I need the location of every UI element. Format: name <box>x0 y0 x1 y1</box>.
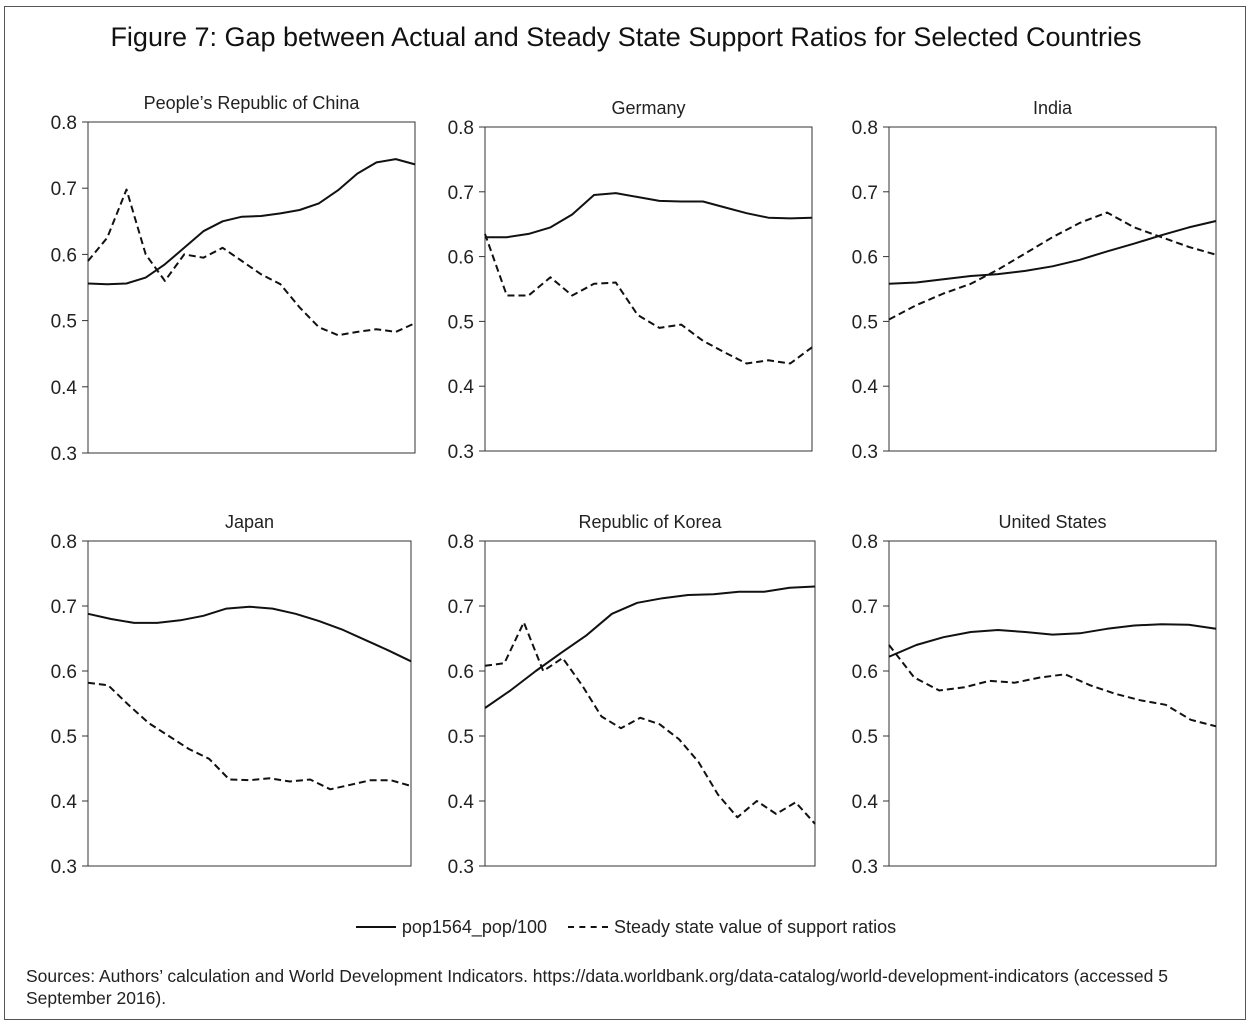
y-tick-label: 0.8 <box>448 118 474 139</box>
y-tick-label: 0.4 <box>852 377 879 398</box>
y-tick-label: 0.8 <box>448 532 474 553</box>
y-tick-label: 0.6 <box>51 662 77 683</box>
y-tick-label: 0.6 <box>852 248 878 269</box>
plot-frame <box>87 121 416 454</box>
y-tick-label: 0.6 <box>51 245 77 266</box>
figure-frame <box>4 6 1246 1020</box>
legend-label-actual: pop1564_pop/100 <box>401 916 547 937</box>
series-line-steady-state <box>87 188 416 337</box>
y-tick-label: 0.3 <box>852 857 878 878</box>
y-tick-label: 0.7 <box>852 183 878 204</box>
y-tick-label: 0.8 <box>852 532 878 553</box>
legend-solid-line-icon <box>355 926 396 928</box>
y-tick-label: 0.3 <box>852 442 878 463</box>
series-line-actual <box>485 192 813 239</box>
chart-panel-2: Germany 0.8 0.7 0.6 0.5 0.4 0.3 <box>448 98 813 463</box>
figure-title: Figure 7: Gap between Actual and Steady … <box>110 22 1142 52</box>
series-line-steady-state <box>888 644 1217 728</box>
legend-item-steady: Steady state value of support ratios <box>568 917 896 938</box>
y-tick-label: 0.5 <box>448 727 474 748</box>
chart-title: Japan <box>225 512 274 532</box>
y-tick-label: 0.6 <box>448 248 474 269</box>
series-line-actual <box>888 623 1217 658</box>
plot-frame <box>888 126 1217 452</box>
y-tick-label: 0.8 <box>852 118 878 139</box>
y-tick-label: 0.7 <box>51 597 77 618</box>
y-tick-label: 0.6 <box>852 662 878 683</box>
y-tick-label: 0.5 <box>51 727 77 748</box>
y-tick-label: 0.3 <box>448 857 474 878</box>
series-line-steady-state <box>484 621 816 825</box>
series-line-steady-state <box>888 211 1217 321</box>
y-tick-label: 0.7 <box>51 179 77 200</box>
plot-frame <box>484 126 813 452</box>
plot-frame <box>484 540 816 867</box>
chart-panel-1: People’s Republic of China 0.8 0.7 0.6 0.5 0.… <box>51 93 416 465</box>
y-tick-label: 0.4 <box>448 377 475 398</box>
y-tick-label: 0.8 <box>51 113 77 134</box>
y-tick-label: 0.5 <box>852 727 878 748</box>
chart-title: India <box>1033 98 1073 118</box>
legend-label-steady: Steady state value of support ratios <box>614 916 897 937</box>
y-tick-label: 0.4 <box>448 792 475 813</box>
chart-panel-5: Republic of Korea 0.8 0.7 0.6 0.5 0.4 0.3 <box>448 512 816 878</box>
series-line-actual <box>484 585 816 709</box>
y-tick-label: 0.5 <box>51 312 77 333</box>
chart-title: Germany <box>611 98 685 118</box>
y-tick-label: 0.3 <box>448 442 474 463</box>
plot-frame <box>888 540 1217 867</box>
series-line-actual <box>87 158 416 286</box>
y-tick-label: 0.4 <box>51 792 78 813</box>
y-tick-label: 0.5 <box>448 312 474 333</box>
series-line-actual <box>87 605 412 663</box>
y-tick-label: 0.5 <box>852 312 878 333</box>
y-tick-label: 0.3 <box>51 444 77 465</box>
legend-item-actual: pop1564_pop/100 <box>355 916 547 938</box>
y-tick-label: 0.7 <box>852 597 878 618</box>
series-line-actual <box>888 220 1217 285</box>
chart-panel-6: United States 0.8 0.7 0.6 0.5 0.4 0.3 <box>852 512 1217 878</box>
chart-panel-3: India 0.8 0.7 0.6 0.5 0.4 0.3 <box>852 98 1217 463</box>
series-line-steady-state <box>87 681 412 791</box>
y-tick-label: 0.7 <box>448 183 474 204</box>
chart-title: United States <box>998 512 1106 532</box>
chart-title: People’s Republic of China <box>144 93 361 113</box>
series-line-steady-state <box>484 233 813 365</box>
y-tick-label: 0.3 <box>51 857 77 878</box>
sources-note: Sources: Authors’ calculation and World … <box>26 966 1168 1008</box>
chart-panel-4: Japan 0.8 0.7 0.6 0.5 0.4 0.3 <box>51 512 412 878</box>
y-tick-label: 0.8 <box>51 532 77 553</box>
plot-frame <box>87 540 412 867</box>
legend-dashed-line-icon <box>568 926 608 928</box>
y-tick-label: 0.4 <box>51 378 78 399</box>
y-tick-label: 0.4 <box>852 792 879 813</box>
y-tick-label: 0.6 <box>448 662 474 683</box>
y-tick-label: 0.7 <box>448 597 474 618</box>
chart-title: Republic of Korea <box>578 512 722 532</box>
legend: pop1564_pop/100 Steady state value of su… <box>0 912 1252 938</box>
